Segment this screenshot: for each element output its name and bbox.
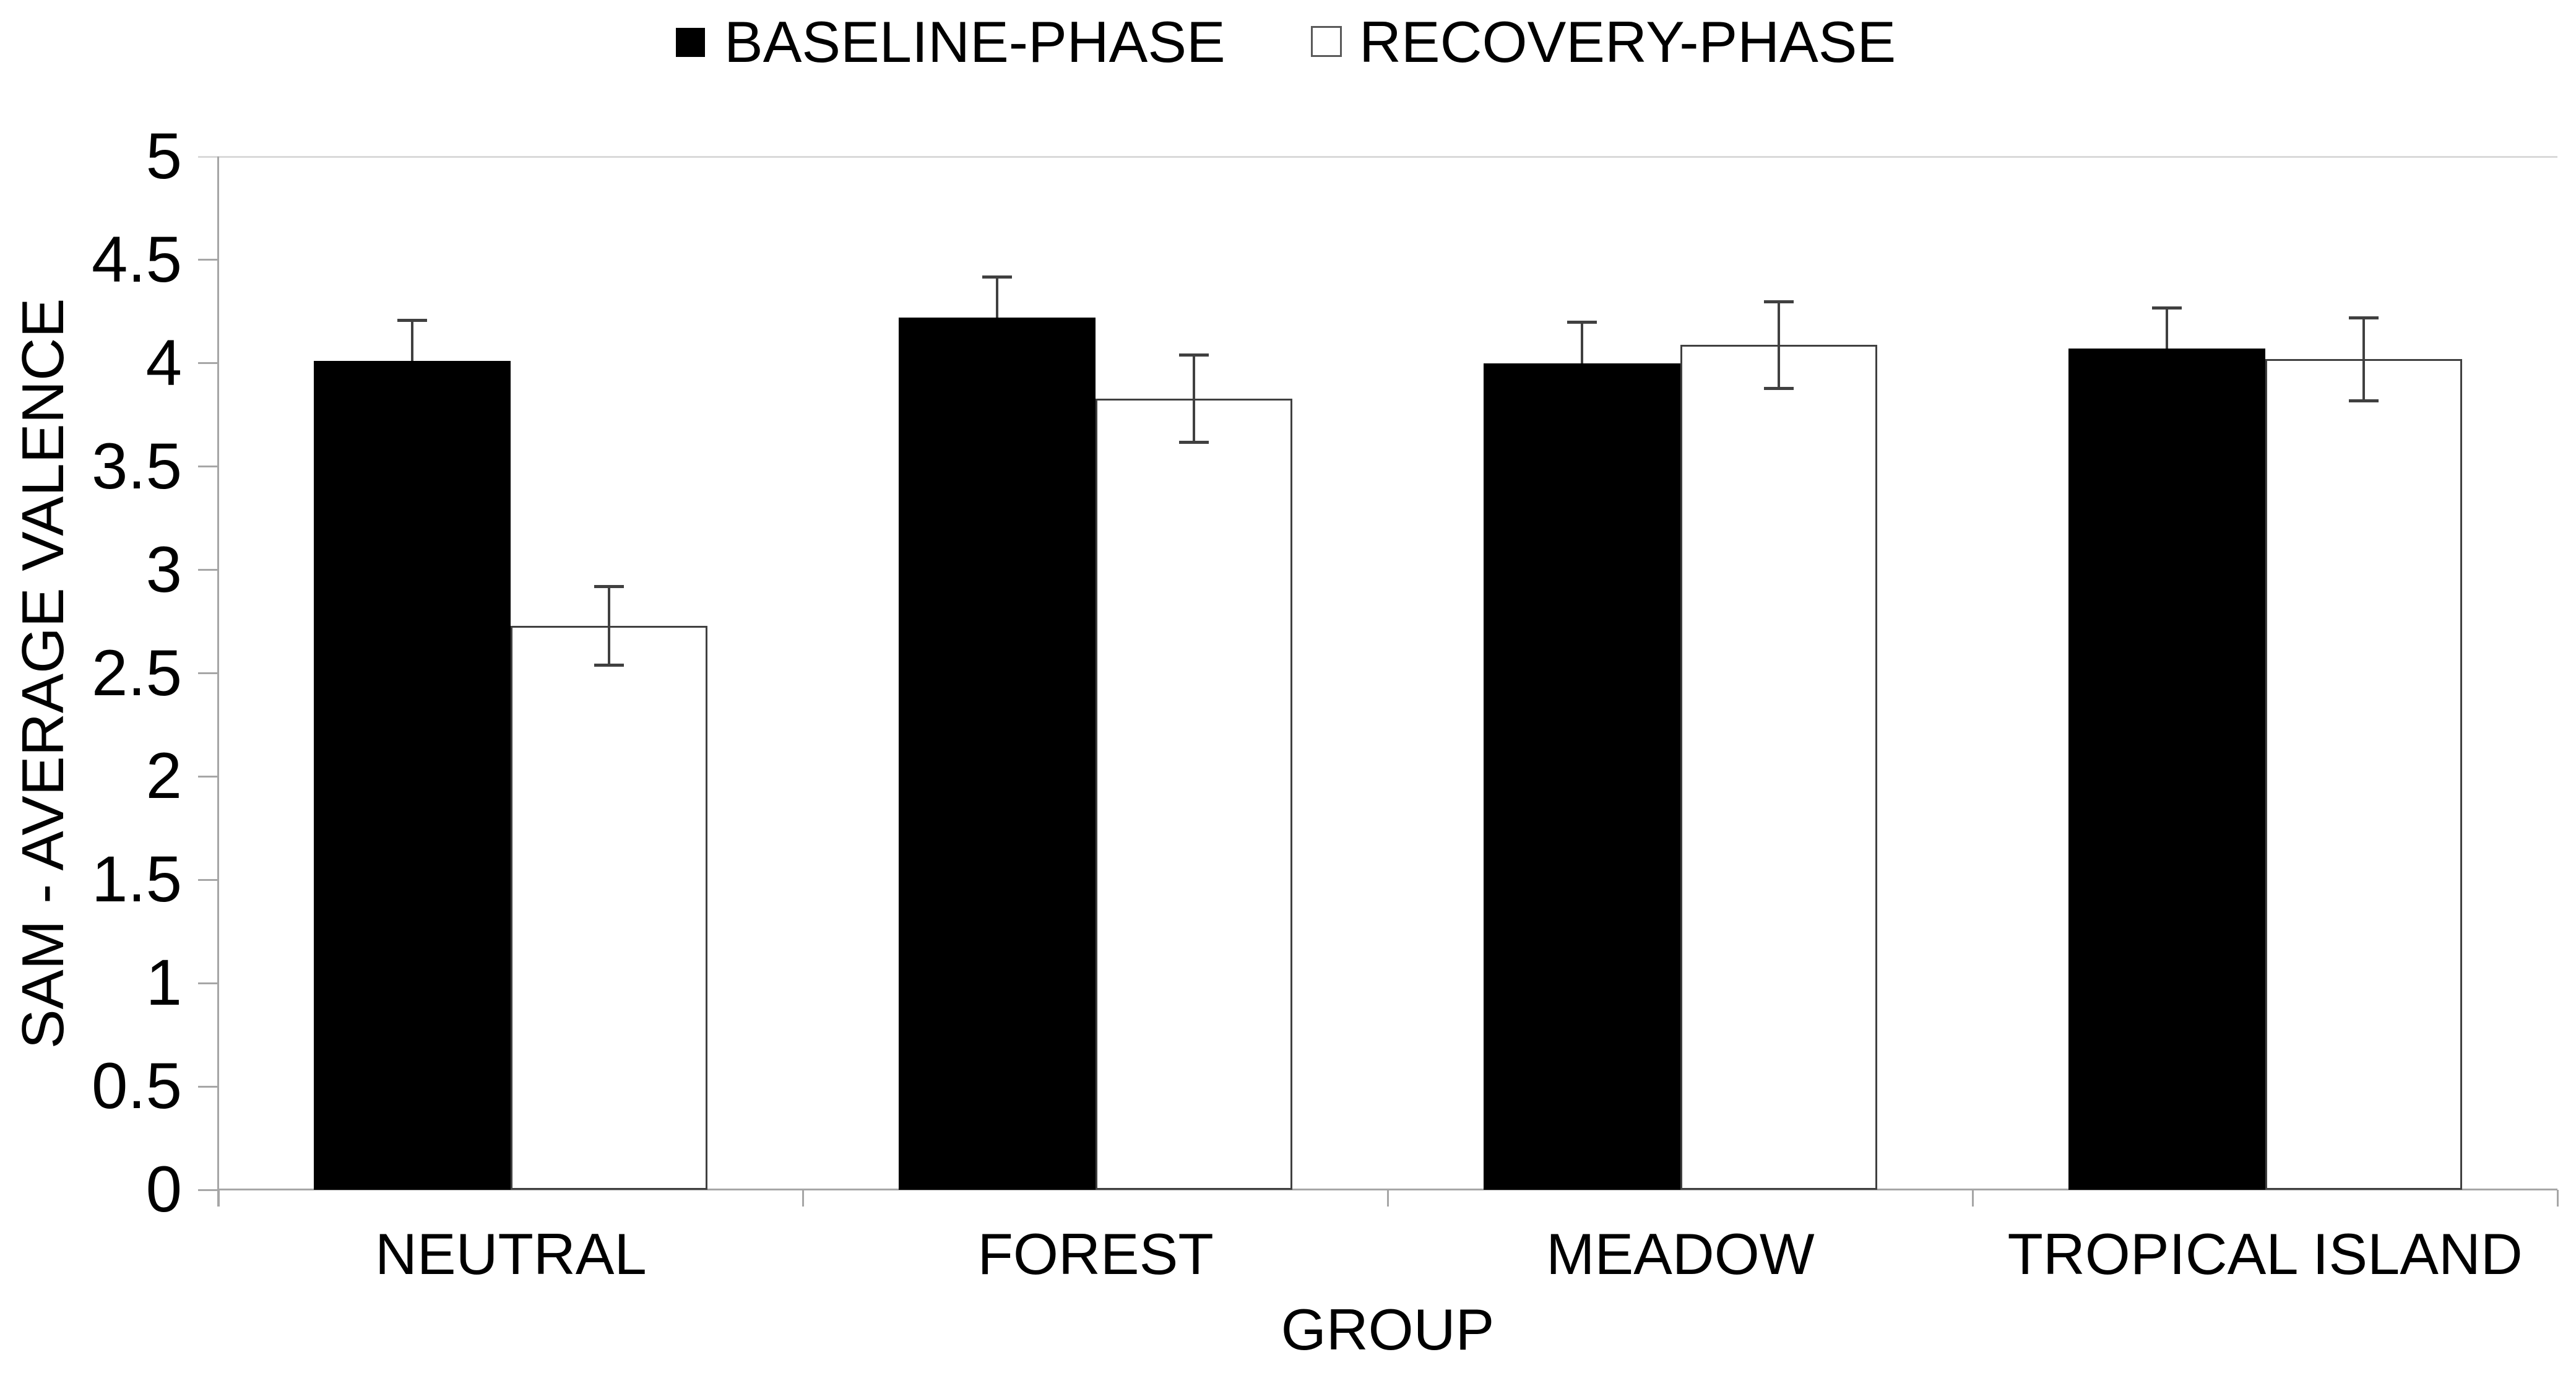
error-bar-cap-top: [2151, 306, 2182, 310]
legend-label-baseline-phase: BASELINE-PHASE: [724, 9, 1225, 74]
gridline-top: [198, 156, 2557, 158]
y-tick-label: 2: [145, 740, 182, 813]
error-bar-line: [1193, 355, 1196, 442]
y-tick: [198, 982, 218, 984]
x-axis-boundary-tick: [217, 1190, 220, 1207]
x-axis-line: [218, 1189, 2557, 1190]
error-bar-cap-top: [982, 275, 1013, 279]
y-tick: [198, 569, 218, 571]
y-tick: [198, 362, 218, 365]
bar-baseline-phase-forest: [899, 318, 1096, 1190]
error-bar-line: [1580, 322, 1583, 363]
y-tick-label: 2.5: [92, 636, 182, 709]
error-bar-line: [411, 319, 414, 362]
y-tick: [198, 466, 218, 468]
x-axis-boundary-tick: [802, 1190, 805, 1207]
y-tick-label: 5: [145, 120, 182, 193]
bar-baseline-phase-neutral: [314, 361, 511, 1190]
y-tick-label: 4: [145, 326, 182, 399]
error-bar-cap-top: [1567, 321, 1597, 324]
error-bar-line: [2362, 318, 2365, 401]
x-axis-boundary-tick: [2556, 1190, 2559, 1207]
error-bar-line: [996, 276, 999, 318]
y-tick-label: 3: [145, 533, 182, 606]
y-tick-label: 0.5: [92, 1050, 182, 1123]
y-tick: [198, 775, 218, 778]
error-bar-line: [608, 586, 611, 665]
x-category-label: TROPICAL ISLAND: [2007, 1221, 2523, 1286]
error-bar-cap-top: [1179, 353, 1209, 357]
bar-recovery-phase-meadow: [1680, 344, 1877, 1190]
y-tick-label: 4.5: [92, 223, 182, 296]
x-axis-boundary-tick: [1387, 1190, 1389, 1207]
y-tick-label: 3.5: [92, 430, 182, 503]
error-bar-cap-top: [397, 318, 428, 322]
error-bar-cap-bottom: [1179, 440, 1209, 444]
bar-recovery-phase-neutral: [511, 625, 708, 1190]
error-bar-line: [1777, 301, 1780, 388]
error-bar-cap-bottom: [2348, 399, 2379, 402]
error-bar-line: [2165, 307, 2168, 349]
y-tick: [198, 259, 218, 261]
x-axis-title: GROUP: [1016, 1293, 1759, 1367]
legend-swatch-baseline-phase: [676, 28, 705, 57]
bar-recovery-phase-tropical-island: [2265, 359, 2462, 1190]
x-category-label: NEUTRAL: [375, 1221, 647, 1286]
y-tick-label: 1: [145, 947, 182, 1020]
error-bar-cap-top: [2348, 316, 2379, 320]
error-bar-cap-top: [594, 585, 625, 589]
bar-baseline-phase-meadow: [1483, 363, 1680, 1190]
y-tick-label: 0: [145, 1153, 182, 1226]
error-bar-cap-bottom: [594, 664, 625, 667]
y-axis-line: [217, 157, 219, 1207]
error-bar-cap-bottom: [1763, 386, 1794, 390]
bar-recovery-phase-forest: [1096, 398, 1293, 1190]
legend-label-recovery-phase: RECOVERY-PHASE: [1359, 9, 1896, 74]
x-category-label: FOREST: [977, 1221, 1214, 1286]
x-axis-boundary-tick: [1971, 1190, 1974, 1207]
x-axis-title-text: GROUP: [1281, 1297, 1495, 1362]
bar-baseline-phase-tropical-island: [2068, 349, 2265, 1190]
x-category-label: MEADOW: [1546, 1221, 1815, 1286]
y-tick-label: 1.5: [92, 843, 182, 916]
error-bar-cap-top: [1763, 300, 1794, 303]
legend-swatch-recovery-phase: [1311, 26, 1342, 57]
y-tick: [198, 1189, 218, 1191]
y-tick: [198, 878, 218, 881]
y-tick: [198, 1085, 218, 1088]
y-tick: [198, 672, 218, 674]
